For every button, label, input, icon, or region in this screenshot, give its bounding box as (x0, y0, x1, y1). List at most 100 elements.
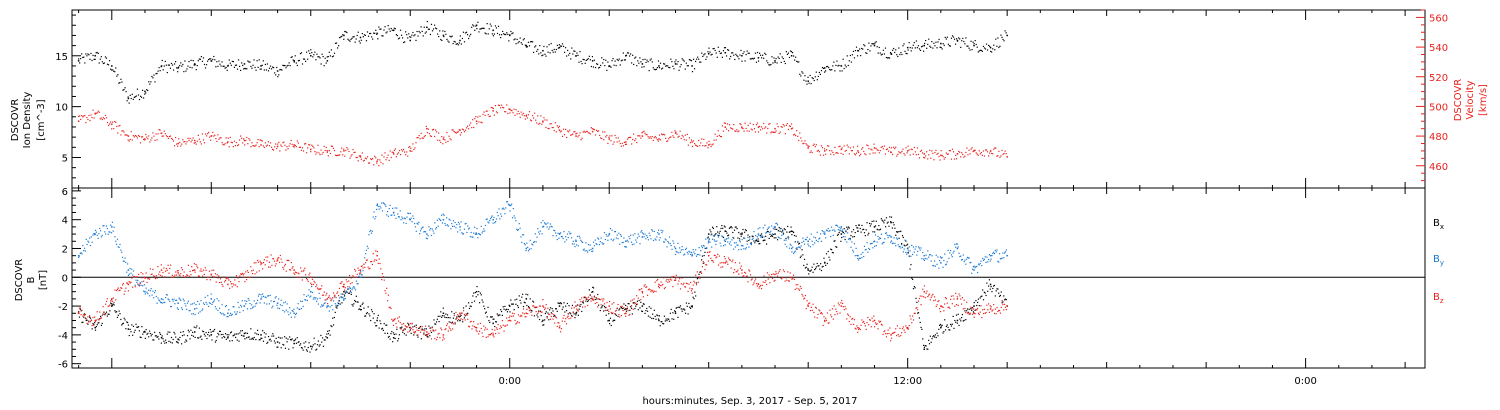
data-point (782, 229, 784, 231)
data-point (183, 334, 185, 336)
data-point (246, 308, 249, 310)
data-point (839, 229, 841, 231)
data-point (608, 233, 611, 235)
data-point (488, 222, 490, 224)
data-point (560, 130, 563, 132)
y2-tick-label: 460 (1429, 162, 1448, 173)
data-point (508, 34, 511, 37)
data-point (950, 158, 953, 160)
data-point (594, 298, 596, 301)
data-point (449, 328, 451, 330)
data-point (702, 244, 704, 247)
data-point (722, 227, 724, 229)
data-point (489, 316, 492, 318)
data-point (135, 276, 137, 278)
data-point (479, 115, 481, 117)
data-point (494, 325, 496, 328)
data-point (152, 339, 154, 341)
data-point (553, 48, 555, 51)
data-point (853, 153, 856, 155)
data-point (492, 110, 494, 112)
data-point (165, 342, 168, 344)
data-point (847, 238, 850, 240)
data-point (162, 135, 164, 137)
data-point (91, 328, 93, 330)
data-point (457, 315, 460, 317)
data-point (924, 157, 926, 159)
data-point (691, 306, 693, 308)
data-point (277, 307, 279, 309)
data-point (382, 163, 384, 165)
data-point (714, 133, 716, 135)
data-point (121, 324, 123, 326)
data-point (542, 305, 544, 307)
data-point (477, 21, 479, 23)
data-point (434, 222, 436, 224)
data-point (948, 45, 950, 47)
data-point (829, 69, 831, 71)
data-point (115, 240, 117, 242)
data-point (96, 324, 98, 326)
data-point (782, 230, 784, 233)
data-point (767, 227, 769, 229)
data-point (790, 247, 793, 250)
data-point (576, 132, 578, 134)
data-point (585, 300, 587, 302)
data-point (438, 35, 440, 38)
data-point (660, 68, 663, 70)
data-point (191, 67, 193, 69)
data-point (263, 332, 265, 334)
data-point (157, 70, 159, 72)
data-point (932, 264, 934, 267)
data-point (742, 228, 744, 231)
data-point (371, 263, 373, 266)
data-point (94, 329, 97, 331)
data-point (250, 146, 252, 148)
data-point (450, 228, 452, 230)
data-point (673, 310, 676, 312)
data-point (857, 224, 860, 226)
data-point (653, 137, 655, 139)
data-point (539, 310, 541, 312)
data-point (912, 253, 914, 256)
data-point (154, 290, 157, 292)
data-point (185, 143, 187, 145)
data-point (118, 246, 120, 249)
data-point (938, 328, 940, 330)
data-point (855, 152, 858, 154)
data-point (624, 59, 627, 61)
data-point (83, 115, 85, 117)
data-point (891, 53, 893, 55)
data-point (336, 307, 338, 309)
data-point (161, 59, 163, 62)
data-point (409, 36, 411, 38)
data-point (395, 34, 397, 36)
data-point (125, 261, 127, 264)
data-point (161, 135, 163, 137)
data-point (749, 58, 751, 60)
data-point (459, 35, 461, 37)
data-point (287, 338, 289, 340)
data-point (383, 203, 385, 205)
data-point (322, 294, 325, 296)
x-tick-label: 0:00 (1294, 376, 1316, 387)
data-point (82, 244, 84, 247)
data-point (150, 273, 152, 276)
data-point (978, 305, 980, 307)
data-point (517, 306, 520, 309)
data-point (937, 335, 939, 337)
data-point (265, 296, 267, 299)
data-point (866, 52, 868, 55)
data-point (300, 300, 302, 302)
data-point (427, 336, 429, 338)
data-point (743, 130, 745, 132)
data-point (678, 252, 680, 254)
data-point (366, 31, 369, 33)
data-point (215, 339, 217, 342)
data-point (726, 237, 728, 240)
data-point (243, 305, 245, 307)
data-point (584, 250, 586, 252)
data-point (863, 245, 866, 247)
data-point (574, 317, 576, 319)
data-point (523, 38, 525, 40)
